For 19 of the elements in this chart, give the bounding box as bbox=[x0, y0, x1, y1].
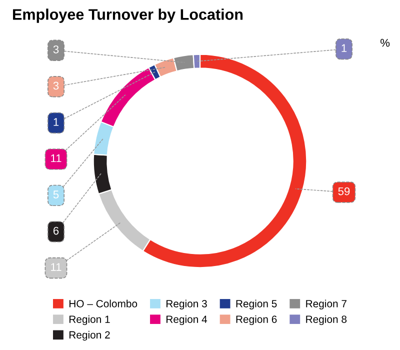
data-label: 3 bbox=[53, 82, 59, 90]
data-label: 59 bbox=[338, 187, 350, 196]
legend-label: Region 5 bbox=[236, 300, 277, 310]
data-label: 3 bbox=[53, 45, 59, 54]
legend-label: Region 7 bbox=[306, 300, 346, 310]
data-label: 1 bbox=[342, 44, 347, 52]
legend-label: Region 8 bbox=[306, 315, 347, 326]
legend-label: Region 4 bbox=[166, 315, 208, 326]
data-label: 11 bbox=[51, 154, 62, 162]
legend-label: Region 1 bbox=[69, 315, 110, 326]
chart-title: Employee Turnover by Location bbox=[13, 8, 243, 23]
legend-label: HO – Colombo bbox=[69, 300, 138, 308]
legend-label: Region 2 bbox=[69, 330, 110, 341]
text: % bbox=[380, 38, 390, 47]
data-label: 6 bbox=[53, 226, 59, 235]
legend-label: Region 6 bbox=[236, 315, 277, 326]
legend-label: Region 3 bbox=[166, 300, 207, 310]
data-label: 1 bbox=[54, 118, 59, 126]
data-label: 5 bbox=[53, 190, 59, 198]
